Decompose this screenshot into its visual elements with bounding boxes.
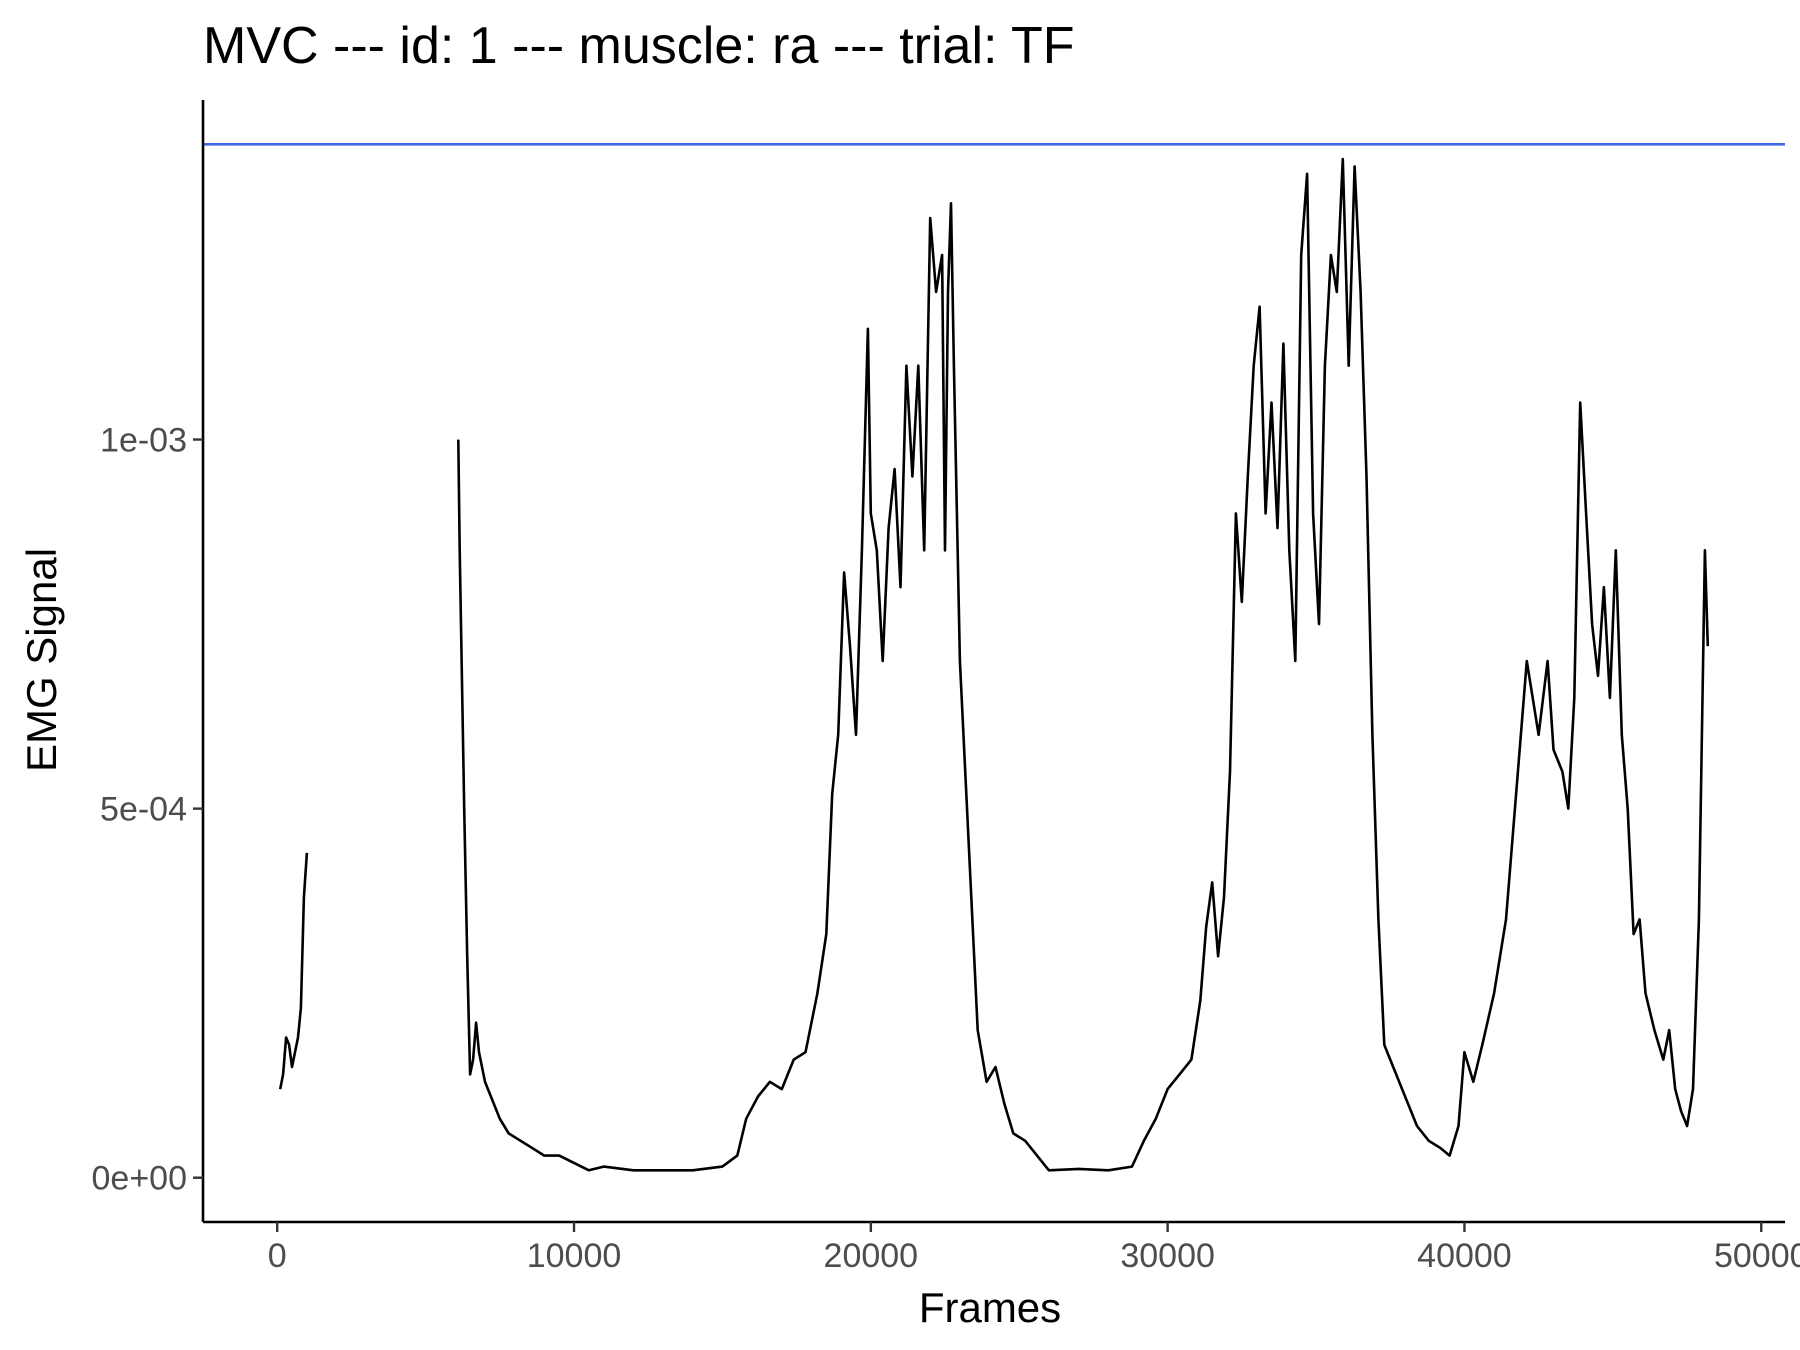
x-tick-label: 30000 — [1120, 1237, 1215, 1275]
x-tick-label: 0 — [268, 1237, 287, 1275]
y-tick-label: 5e-04 — [100, 791, 187, 829]
y-tick-label: 0e+00 — [92, 1160, 188, 1198]
x-axis-title: Frames — [919, 1284, 1061, 1331]
y-axis: 0e+00 5e-04 1e-03 — [92, 100, 205, 1222]
y-tick-label: 1e-03 — [100, 422, 187, 460]
x-axis: 0 10000 20000 30000 40000 50000 — [203, 1220, 1800, 1275]
y-axis-title: EMG Signal — [18, 548, 65, 772]
plot-area — [203, 142, 1785, 1172]
chart-title: MVC --- id: 1 --- muscle: ra --- trial: … — [203, 17, 1074, 75]
signal-line-segment-0 — [278, 852, 309, 1090]
signal-line-segment-1 — [457, 157, 1710, 1172]
x-tick-label: 20000 — [824, 1237, 919, 1275]
x-tick-label: 10000 — [527, 1237, 622, 1275]
x-tick-label: 40000 — [1417, 1237, 1512, 1275]
x-tick-label: 50000 — [1714, 1237, 1800, 1275]
